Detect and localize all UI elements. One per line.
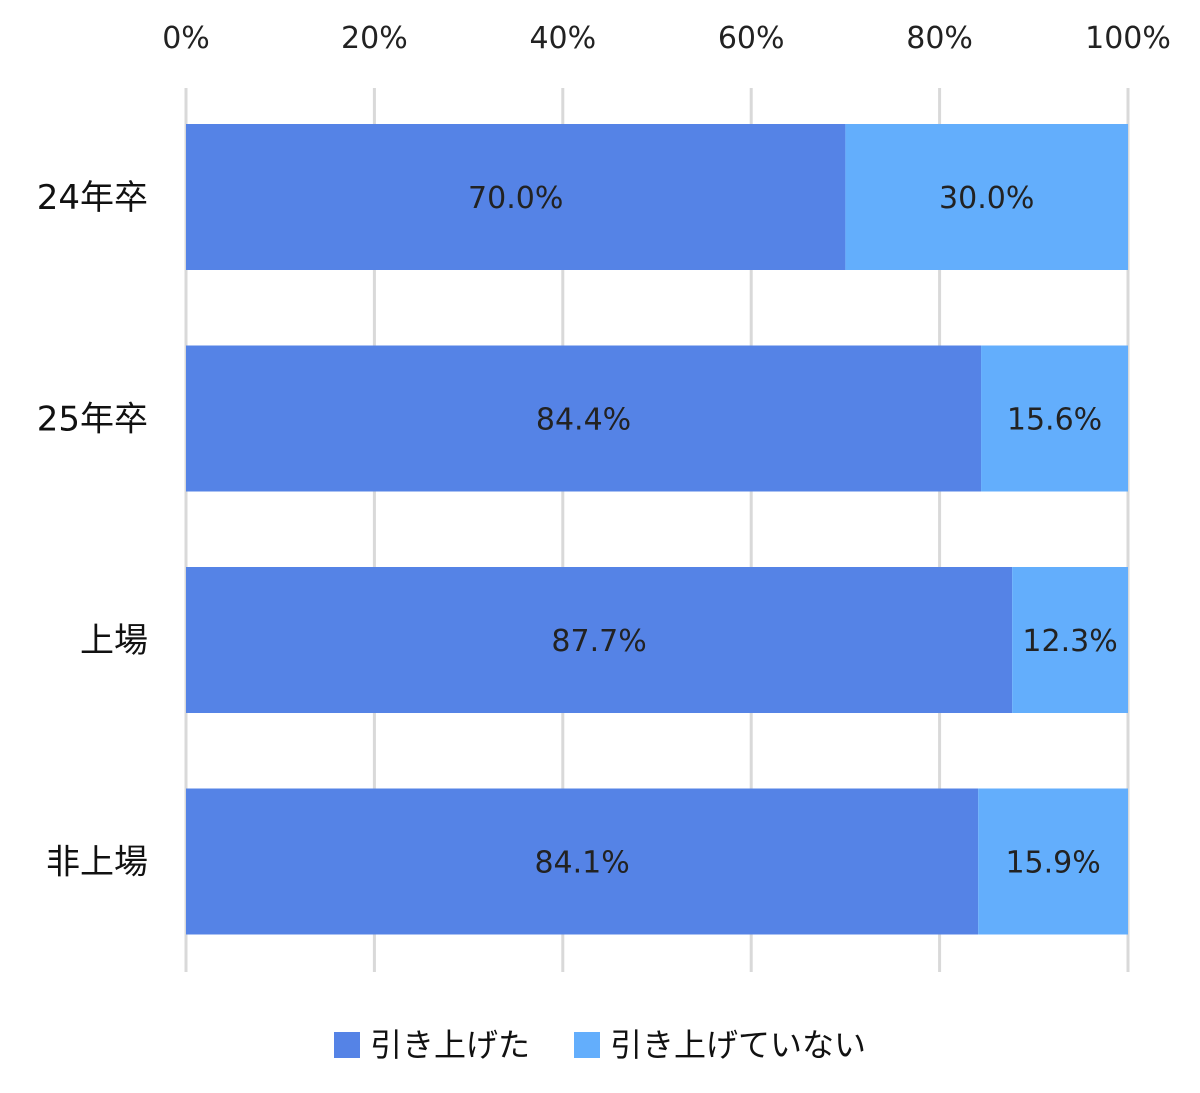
legend-swatch-raised: [334, 1032, 360, 1058]
x-tick-label: 0%: [162, 21, 210, 56]
bar-segment-raised: [186, 124, 846, 270]
category-label: 非上場: [46, 843, 148, 883]
bar-segment-raised: [186, 788, 979, 935]
x-tick-label: 60%: [718, 21, 785, 56]
data-label: 84.4%: [536, 403, 631, 438]
bar-segment-not-raised: [978, 788, 1128, 935]
data-label: 15.6%: [1007, 403, 1102, 438]
data-label: 12.3%: [1022, 624, 1117, 659]
bar-segment-not-raised: [981, 345, 1128, 492]
legend-swatch-not-raised: [574, 1032, 600, 1058]
category-label: 上場: [80, 621, 148, 661]
data-label: 87.7%: [551, 624, 646, 659]
bars: 70.0% 30.0% 84.4% 15.6% 87.7% 12.3% 84.1% 15.9%: [186, 124, 1128, 935]
bar-segment-not-raised: [1012, 567, 1128, 713]
data-label: 70.0%: [468, 181, 563, 216]
category-label: 25年卒: [37, 400, 148, 440]
x-tick-label: 40%: [529, 21, 596, 56]
x-tick-label: 20%: [341, 21, 408, 56]
bar-segment-raised: [186, 345, 982, 492]
x-axis-tick-labels: 0% 20% 40% 60% 80% 100%: [162, 21, 1171, 56]
legend-label: 引き上げた: [370, 1026, 530, 1064]
legend-label: 引き上げていない: [610, 1026, 866, 1064]
bar-segment-not-raised: [845, 124, 1128, 270]
category-label: 24年卒: [37, 178, 148, 218]
bar-segment-raised: [186, 567, 1013, 713]
data-label: 15.9%: [1005, 846, 1100, 881]
x-tick-label: 80%: [906, 21, 973, 56]
x-tick-label: 100%: [1085, 21, 1171, 56]
data-label: 84.1%: [534, 846, 629, 881]
legend: 引き上げた 引き上げていない: [334, 1026, 866, 1064]
data-label: 30.0%: [939, 181, 1034, 216]
